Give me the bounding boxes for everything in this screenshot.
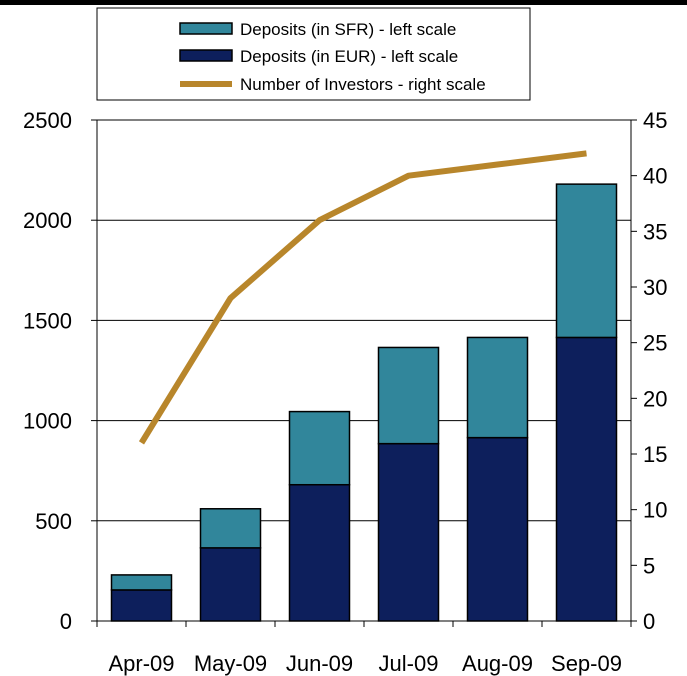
bar-segment [555,183,618,339]
bar-segment [466,336,529,439]
left-axis-tick-label: 0 [60,609,72,634]
right-axis-tick-label: 0 [643,609,655,634]
line-series [138,150,587,445]
right-axis-tick-label: 45 [643,108,667,133]
left-axis-tick-label: 2500 [23,108,72,133]
bar-segment [377,346,440,445]
legend-label: Deposits (in EUR) - left scale [240,47,458,66]
right-axis-tick-label: 10 [643,498,667,523]
x-axis-category-label: Apr-09 [108,651,174,676]
bar-segment [110,574,173,591]
right-axis-tick-label: 15 [643,442,667,467]
x-axis-category-label: Sep-09 [551,651,622,676]
legend-label: Deposits (in SFR) - left scale [240,20,456,39]
right-axis-tick-label: 20 [643,386,667,411]
bar-segment [288,410,351,486]
axes: 0 500 1000 1500 2000 2500 0 5 10 15 20 25 30 35 40 45 Ap… [23,108,667,676]
x-axis-category-label: Jul-09 [379,651,439,676]
right-axis-tick-label: 30 [643,275,667,300]
bar-series [110,183,618,622]
investors-line [138,150,587,445]
bar-segment [377,442,440,622]
legend-swatch [179,22,233,35]
right-axis-tick-label: 25 [643,331,667,356]
right-axis-tick-label: 5 [643,553,655,578]
left-axis-tick-label: 1500 [23,308,72,333]
top-rule [0,0,687,5]
legend-box [96,7,531,101]
x-axis-category-label: Aug-09 [462,651,533,676]
bar-segment [555,336,618,622]
right-axis-tick-label: 40 [643,164,667,189]
bar-segment [199,547,262,622]
gridlines [97,119,631,522]
bar-segment [466,436,529,622]
left-axis-tick-label: 500 [35,509,72,534]
left-axis-tick-label: 1000 [23,409,72,434]
bar-segment [199,508,262,549]
x-axis-category-label: Jun-09 [286,651,353,676]
bar-segment [110,589,173,622]
bar-segment [288,483,351,622]
x-axis-category-label: May-09 [194,651,267,676]
legend-label: Number of Investors - right scale [240,75,486,94]
legend: Deposits (in SFR) - left scale Deposits (… [96,7,531,101]
right-axis-tick-label: 35 [643,219,667,244]
legend-swatch [179,49,233,62]
left-axis-tick-label: 2000 [23,208,72,233]
